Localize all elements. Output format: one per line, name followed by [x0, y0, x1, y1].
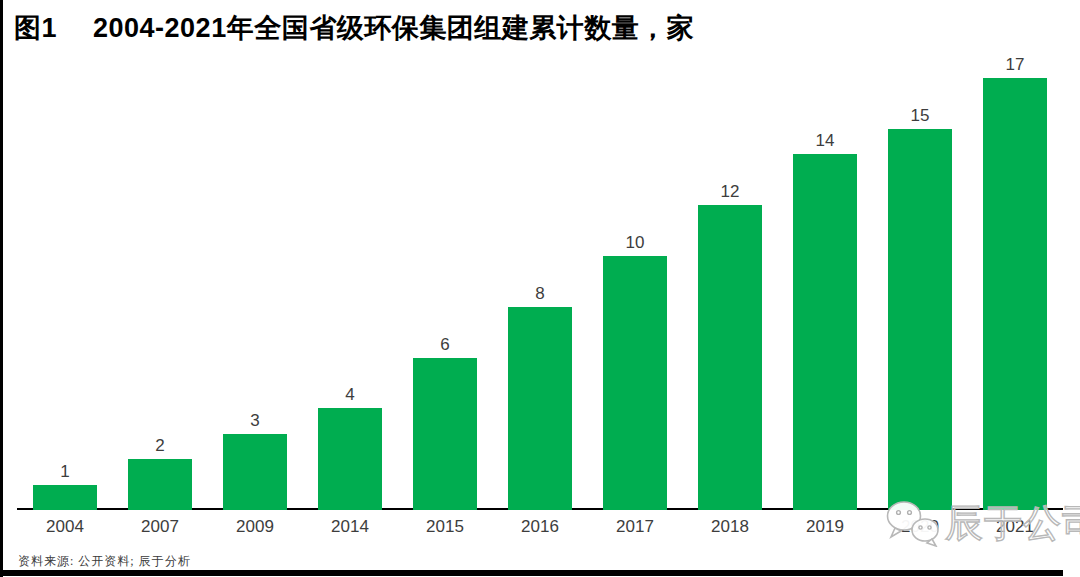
bar	[888, 129, 952, 510]
x-axis-label: 2009	[220, 517, 290, 537]
bar-value-label: 12	[698, 182, 762, 202]
bar	[413, 358, 477, 510]
x-axis-label: 2016	[505, 517, 575, 537]
bar-chart: 1 2004 2 2007 3 2009 4 2014 6 2015 8 2016 10 2017 12 20…	[0, 0, 1080, 577]
wechat-icon	[884, 499, 942, 547]
source-note: 资料来源: 公开资料; 辰于分析	[18, 553, 191, 570]
bar	[318, 408, 382, 510]
bar-value-label: 17	[983, 55, 1047, 75]
bar	[603, 256, 667, 510]
bar-value-label: 4	[318, 385, 382, 405]
watermark: 辰于公司	[884, 499, 1080, 547]
bar-value-label: 14	[793, 131, 857, 151]
x-axis-label: 2004	[30, 517, 100, 537]
bar	[793, 154, 857, 510]
bar-value-label: 8	[508, 284, 572, 304]
x-axis-label: 2014	[315, 517, 385, 537]
bar-value-label: 10	[603, 233, 667, 253]
x-axis-label: 2019	[790, 517, 860, 537]
bar	[983, 78, 1047, 510]
bar-value-label: 2	[128, 436, 192, 456]
bar	[128, 459, 192, 510]
x-axis-label: 2018	[695, 517, 765, 537]
bar	[223, 434, 287, 510]
x-axis-label: 2007	[125, 517, 195, 537]
frame-left-border	[0, 0, 3, 577]
bar	[698, 205, 762, 510]
bar-value-label: 15	[888, 106, 952, 126]
watermark-text: 辰于公司	[945, 499, 1080, 547]
bar	[508, 307, 572, 510]
x-axis-label: 2015	[410, 517, 480, 537]
frame-bottom-bar	[0, 570, 1063, 576]
x-axis-label: 2017	[600, 517, 670, 537]
bar-value-label: 3	[223, 411, 287, 431]
figure-page: 图12004-2021年全国省级环保集团组建累计数量，家 12004220073…	[0, 0, 1080, 577]
bar-value-label: 1	[33, 462, 97, 482]
bar-value-label: 6	[413, 335, 477, 355]
bar	[33, 485, 97, 510]
